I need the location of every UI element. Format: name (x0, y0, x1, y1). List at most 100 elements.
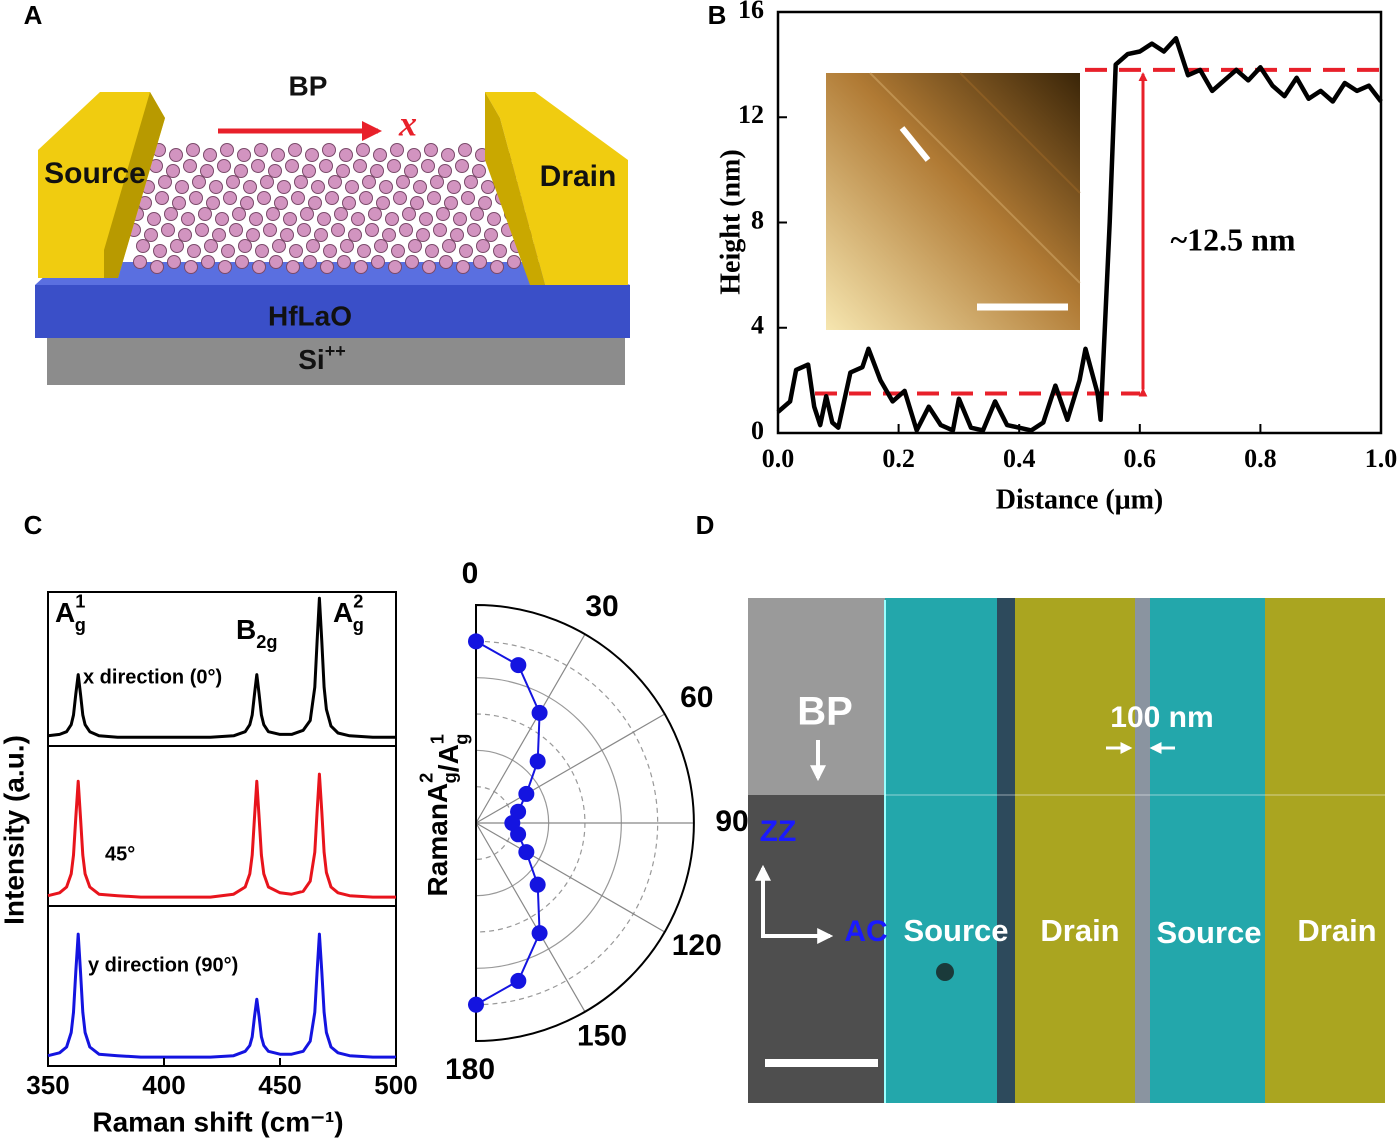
atom (340, 239, 354, 253)
atom (356, 143, 370, 157)
label-sub: g (75, 615, 86, 635)
atom (187, 244, 201, 258)
atom (408, 239, 422, 253)
atom (439, 255, 453, 269)
atom (217, 159, 231, 173)
atom (212, 228, 226, 242)
atom (195, 223, 209, 237)
atom (266, 207, 280, 221)
y-tick-label: 0 (751, 416, 764, 445)
drain-electrode (485, 92, 628, 285)
atom (425, 244, 439, 258)
atom (220, 143, 234, 157)
atom (306, 239, 320, 253)
spectrum-line (47, 772, 396, 899)
panel-label: A (24, 0, 43, 30)
source-electrode (38, 92, 165, 278)
atom (291, 191, 305, 205)
y-axis-label: RamanA2 g/A1 g (416, 734, 471, 897)
theta-tick-label: 60 (680, 681, 713, 714)
atom (490, 260, 504, 274)
y-tick-label: 12 (738, 100, 764, 129)
atom (453, 212, 467, 226)
zz-label: ZZ (760, 815, 797, 848)
atom (223, 191, 237, 205)
atom (362, 175, 376, 189)
atom (339, 148, 353, 162)
atom (229, 223, 243, 237)
atom (407, 148, 421, 162)
atom (153, 244, 167, 258)
atom (161, 223, 175, 237)
atom (277, 180, 291, 194)
atom (478, 196, 492, 210)
atom (238, 239, 252, 253)
annotation: ~12.5 nm (1170, 221, 1295, 257)
afm-step (959, 72, 1081, 194)
atom (178, 228, 192, 242)
atom (260, 175, 274, 189)
drain-electrode-side (485, 92, 545, 285)
atom (237, 148, 251, 162)
atom (271, 148, 285, 162)
theta-tick-label: 120 (672, 929, 722, 962)
atom (167, 255, 181, 269)
theta-tick-label: 30 (585, 590, 618, 623)
label-sub: g (440, 772, 460, 783)
atom (473, 255, 487, 269)
theta-grid (475, 633, 586, 824)
atom (404, 164, 418, 178)
polar-point (529, 876, 546, 893)
sem-image: BP 100 nm ZZ AC Source Drain Source Drai… (748, 598, 1385, 1103)
atom (390, 143, 404, 157)
atom (183, 159, 197, 173)
x-tick-label: 0.8 (1244, 444, 1277, 473)
atom (359, 191, 373, 205)
panel-label: B (708, 0, 727, 30)
atom (399, 223, 413, 237)
atom (269, 255, 283, 269)
profile-line (776, 36, 1383, 433)
atom (436, 207, 450, 221)
atom (147, 212, 161, 226)
theta-grid (475, 822, 666, 933)
y-tick-label: 8 (751, 205, 764, 234)
atom (402, 207, 416, 221)
atom (257, 191, 271, 205)
atom (328, 175, 342, 189)
gap-label: 100 nm (1110, 701, 1213, 734)
atom (345, 180, 359, 194)
subplot-frame (47, 745, 397, 907)
atom (249, 212, 263, 226)
atom (388, 260, 402, 274)
theta-tick-label: 150 (577, 1020, 627, 1053)
atom (255, 244, 269, 258)
atom (413, 180, 427, 194)
atom (456, 260, 470, 274)
atom (438, 164, 452, 178)
gap (1135, 598, 1150, 1103)
atom (206, 196, 220, 210)
x-axis-label: Distance (μm) (996, 484, 1164, 515)
x-tick-label: 500 (374, 1070, 417, 1100)
dielectric (35, 285, 630, 338)
atom (487, 212, 501, 226)
atom (433, 223, 447, 237)
atom (155, 191, 169, 205)
afm-step (869, 72, 1081, 284)
atom (441, 148, 455, 162)
panel-label: C (24, 510, 43, 540)
atom (370, 164, 384, 178)
atom (200, 164, 214, 178)
atom (493, 244, 507, 258)
gap (997, 598, 1015, 1103)
atom (232, 207, 246, 221)
atom (464, 175, 478, 189)
atom (396, 175, 410, 189)
atom (308, 196, 322, 210)
atom (133, 255, 147, 269)
atom (294, 175, 308, 189)
polar-point (510, 972, 527, 989)
spectrum-annotation: y direction (90°) (88, 954, 238, 976)
